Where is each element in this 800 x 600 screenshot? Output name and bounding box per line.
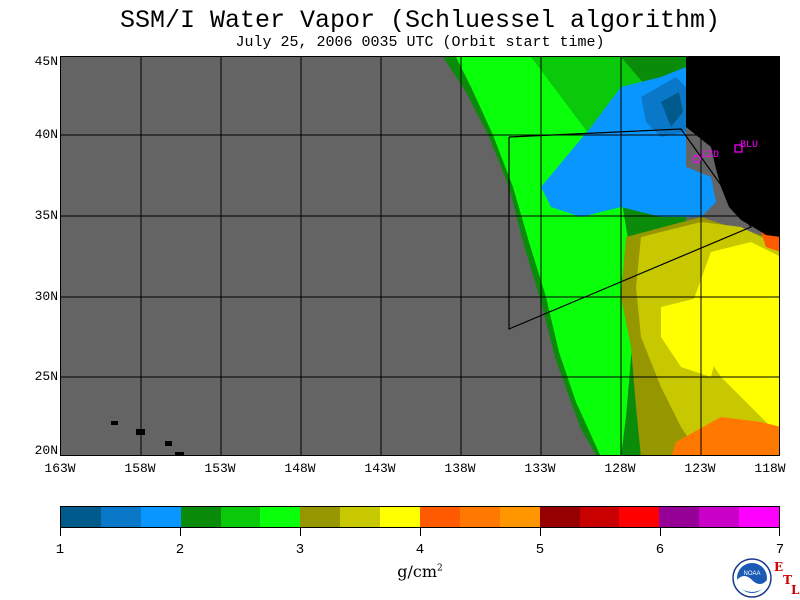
lat-label: 40N <box>34 127 58 142</box>
lon-label: 163W <box>44 461 76 476</box>
lon-label: 123W <box>684 461 716 476</box>
page-subtitle: July 25, 2006 0035 UTC (Orbit start time… <box>235 34 605 51</box>
noaa-logo-text: NOAA <box>743 571 760 577</box>
colorbar-swatch <box>420 507 460 527</box>
page-title: SSM/I Water Vapor (Schluessel algorithm) <box>119 6 721 35</box>
station-czd-label: CZD <box>701 150 719 161</box>
colorbar-tick <box>420 528 421 536</box>
lat-label: 30N <box>34 289 58 304</box>
station-blu: BLU <box>734 140 758 153</box>
lat-label: 20N <box>34 443 58 458</box>
lon-label: 138W <box>444 461 476 476</box>
colorbar-swatch <box>739 507 780 527</box>
colorbar-tick-label: 1 <box>55 542 65 558</box>
colorbar-swatch <box>140 507 181 527</box>
lon-label: 118W <box>754 461 786 476</box>
colorbar-swatch <box>260 507 301 527</box>
etl-letter-e: E <box>774 560 784 574</box>
colorbar-tick <box>779 528 780 536</box>
colorbar <box>60 506 780 528</box>
noaa-logo: NOAA <box>732 558 772 598</box>
station-czd: CZD <box>692 150 719 164</box>
colorbar-swatch <box>340 507 381 527</box>
station-blu-label: BLU <box>740 140 758 151</box>
etl-letter-l: L <box>791 583 800 597</box>
colorbar-swatch <box>699 507 740 527</box>
colorbar-swatch <box>579 507 620 527</box>
colorbar-swatch <box>380 507 421 527</box>
station-czd-marker <box>692 154 702 164</box>
swath-yellow <box>691 242 779 435</box>
lon-label: 148W <box>284 461 316 476</box>
lon-label: 133W <box>524 461 556 476</box>
colorbar-tick <box>60 528 61 536</box>
units-text: g/cm <box>397 562 438 581</box>
etl-letter-t: T <box>783 573 792 587</box>
colorbar-tick <box>660 528 661 536</box>
lon-label: 128W <box>604 461 636 476</box>
colorbar-tick-label: 2 <box>175 542 185 558</box>
swath-blue-darkest <box>661 92 683 127</box>
colorbar-swatch <box>220 507 261 527</box>
colorbar-swatch <box>180 507 221 527</box>
colorbar-tick-label: 7 <box>775 542 785 558</box>
lon-label: 153W <box>204 461 236 476</box>
colorbar-tick <box>540 528 541 536</box>
analysis-region-outline <box>508 128 752 330</box>
colorbar-swatch <box>499 507 540 527</box>
colorbar-tick <box>180 528 181 536</box>
water-vapor-map: CZD BLU <box>60 56 780 456</box>
colorbar-tick-label: 6 <box>655 542 665 558</box>
map-canvas: CZD BLU <box>61 57 779 455</box>
colorbar-swatch <box>300 507 341 527</box>
lat-label: 25N <box>34 369 58 384</box>
lat-label: 35N <box>34 208 58 223</box>
colorbar-swatch <box>539 507 580 527</box>
colorbar-swatch <box>459 507 500 527</box>
swath-orange <box>671 417 779 455</box>
colorbar-units: g/cm2 <box>0 562 800 581</box>
colorbar-tick <box>300 528 301 536</box>
swath-yellow-2 <box>661 297 721 377</box>
lat-label: 45N <box>34 54 58 69</box>
units-superscript: 2 <box>437 563 443 574</box>
colorbar-tick-label: 5 <box>535 542 545 558</box>
station-blu-marker <box>734 144 743 153</box>
map-gridlines <box>61 57 779 455</box>
colorbar-swatch <box>619 507 660 527</box>
colorbar-swatch <box>659 507 700 527</box>
land-north-america <box>686 57 779 237</box>
colorbar-tick-label: 3 <box>295 542 305 558</box>
colorbar-swatch <box>61 507 101 527</box>
colorbar-swatch <box>100 507 141 527</box>
colorbar-tick-label: 4 <box>415 542 425 558</box>
lon-label: 158W <box>124 461 156 476</box>
swath-orange-2 <box>761 232 779 252</box>
lon-label: 143W <box>364 461 396 476</box>
